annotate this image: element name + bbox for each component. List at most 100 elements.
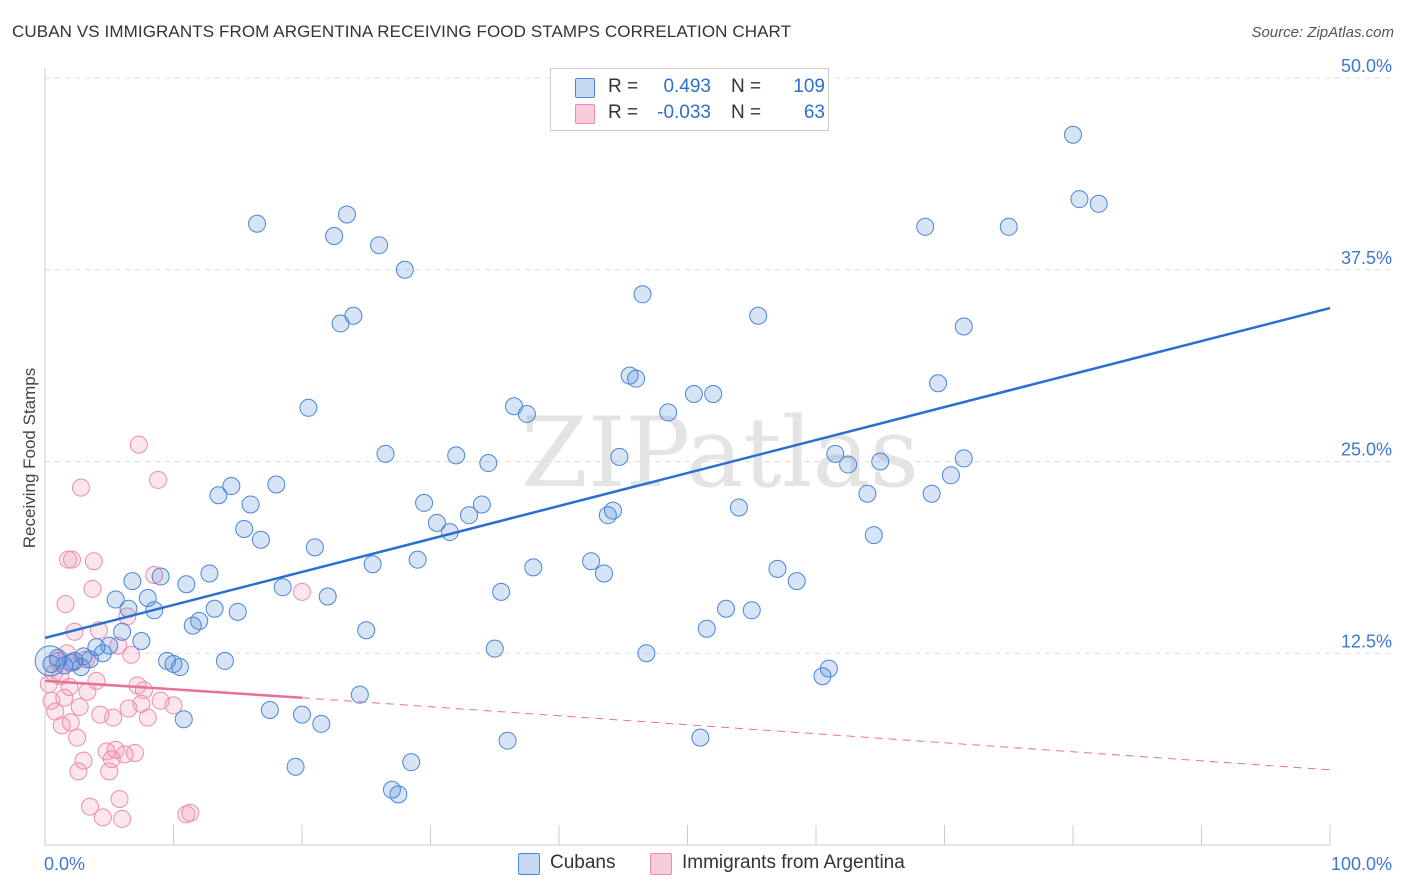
cubans-point — [637, 644, 656, 663]
tick-labels: 12.5% 25.0% 37.5% 50.0% 0.0% 100.0% — [44, 56, 1392, 874]
cubans-point — [344, 306, 363, 325]
argentina-swatch — [650, 853, 672, 875]
cubans-point — [299, 398, 318, 417]
argentina-point — [138, 708, 157, 727]
cubans-point — [717, 599, 736, 618]
argentina-point — [93, 808, 112, 827]
cubans-point — [787, 572, 806, 591]
argentina-point — [106, 740, 125, 759]
cubans-point — [485, 639, 504, 658]
cubans-point — [123, 572, 142, 591]
trend-lines — [44, 306, 1331, 771]
argentina-point — [129, 435, 148, 454]
n-value: 63 — [803, 102, 825, 123]
cubans-point — [627, 369, 646, 388]
cubans-points — [34, 125, 1108, 804]
cubans-point — [248, 214, 267, 233]
cubans-point — [177, 575, 196, 594]
cubans-point — [228, 602, 247, 621]
cubans-swatch — [518, 853, 540, 875]
cubans-point — [704, 385, 723, 404]
argentina-point — [110, 789, 129, 808]
cubans-point — [427, 513, 446, 532]
y-tick-label: 25.0% — [1341, 440, 1392, 460]
cubans-point — [402, 753, 421, 772]
cubans-point — [183, 616, 202, 635]
argentina-point — [70, 697, 89, 716]
cubans-point — [819, 659, 838, 678]
cubans-point — [742, 601, 761, 620]
cubans-point — [1089, 194, 1108, 213]
cubans-point — [603, 501, 622, 520]
y-tick-label: 50.0% — [1341, 56, 1392, 76]
argentina-point — [80, 797, 99, 816]
source-label: Source: ZipAtlas.com — [1251, 24, 1394, 41]
cubans-point — [922, 484, 941, 503]
cubans-point — [235, 519, 254, 538]
argentina-point — [56, 595, 75, 614]
cubans-point — [376, 444, 395, 463]
cubans-point — [93, 644, 112, 663]
argentina-point — [62, 550, 81, 569]
r-label: R = — [608, 76, 639, 97]
argentina-point — [181, 803, 200, 822]
cubans-point — [305, 538, 324, 557]
cubans-point — [999, 217, 1018, 236]
cubans-point — [858, 484, 877, 503]
cubans-point — [768, 559, 787, 578]
cubans-point — [312, 714, 331, 733]
r-label: R = — [608, 102, 639, 123]
cubans-point — [871, 452, 890, 471]
cubans-point — [170, 658, 189, 677]
cubans-point — [106, 590, 125, 609]
argentina-point — [122, 645, 141, 664]
cubans-point — [363, 555, 382, 574]
cubans-point — [524, 558, 543, 577]
cubans-point — [749, 306, 768, 325]
cubans-point — [113, 622, 132, 641]
cubans-point — [659, 403, 678, 422]
cubans-point — [1064, 125, 1082, 144]
axes — [44, 68, 1331, 846]
cubans-point — [954, 317, 973, 336]
cubans-point — [941, 466, 960, 485]
cubans-point — [460, 506, 479, 525]
n-label: N = — [731, 102, 762, 123]
cubans-point — [222, 477, 241, 496]
cubans-point — [267, 475, 286, 494]
r-value: 0.493 — [663, 76, 711, 97]
y-tick-label: 37.5% — [1341, 248, 1392, 268]
x-tick-label: 0.0% — [44, 854, 85, 874]
cubans-point — [350, 685, 369, 704]
argentina-point — [68, 728, 87, 747]
cubans-swatch — [575, 78, 595, 98]
cubans-point — [382, 780, 401, 799]
argentina-point — [71, 478, 90, 497]
r-value: -0.033 — [657, 102, 711, 123]
cubans-point — [633, 285, 652, 304]
cubans-point — [395, 260, 414, 279]
cubans-point — [472, 495, 491, 514]
cubans-point — [479, 454, 498, 473]
cubans-point — [691, 728, 710, 747]
cubans-point — [273, 578, 292, 597]
cubans-point — [293, 705, 311, 724]
cubans-point — [318, 587, 337, 606]
correlation-legend: R = 0.493 N = 109 R = -0.033 N = 63 — [550, 68, 829, 131]
cubans-point — [826, 444, 845, 463]
argentina-trend-extension — [301, 697, 1331, 771]
cubans-point — [517, 404, 536, 423]
argentina-point — [149, 470, 168, 489]
y-tick-label: 12.5% — [1341, 631, 1392, 651]
argentina-point — [87, 671, 106, 690]
cubans-point — [582, 552, 601, 571]
cubans-point — [286, 757, 305, 776]
cubans-point — [215, 651, 234, 670]
cubans-point — [174, 710, 193, 729]
argentina-point — [55, 688, 74, 707]
argentina-point — [134, 681, 153, 700]
x-tick-label: 100.0% — [1331, 854, 1392, 874]
argentina-points — [39, 435, 311, 828]
cubans-point — [251, 530, 270, 549]
